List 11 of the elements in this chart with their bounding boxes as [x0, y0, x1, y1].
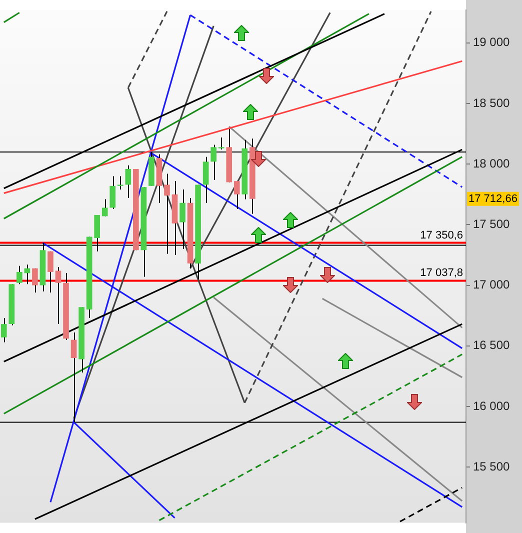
text: 17 712,66	[468, 192, 518, 205]
ref-line-label: 17 350,6	[420, 229, 463, 242]
y-tick-label: 15 500	[473, 459, 510, 474]
ref-line-label: 17 037,8	[420, 267, 463, 280]
y-tick-label: 17 500	[473, 217, 510, 232]
y-tick-label: 19 000	[473, 35, 510, 50]
y-tick-label: 17 000	[473, 278, 510, 292]
y-tick-label: 16 500	[473, 338, 510, 352]
y-tick-label: 18 500	[473, 96, 510, 110]
y-tick-label: 16 000	[473, 398, 510, 413]
y-tick-label: 18 000	[473, 156, 510, 170]
